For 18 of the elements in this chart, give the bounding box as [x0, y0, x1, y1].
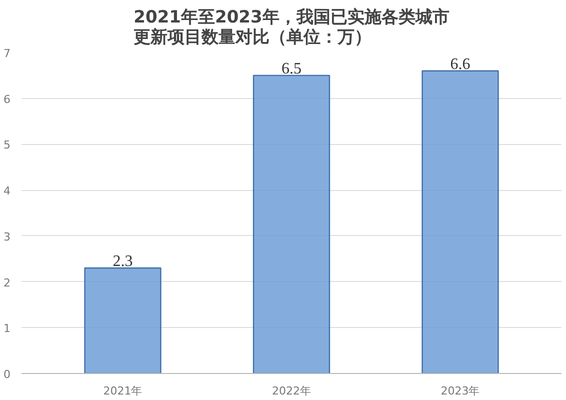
y-tick-label: 7: [4, 47, 10, 60]
data-label: 2.3: [112, 253, 133, 270]
bar: [422, 70, 499, 374]
y-tick-label: 6: [4, 92, 10, 106]
y-tick-label: 5: [4, 138, 10, 152]
y-tick-label: 4: [4, 184, 10, 198]
bar: [84, 267, 162, 374]
y-tick-label: 0: [4, 368, 10, 381]
data-label: 6.6: [450, 56, 470, 73]
x-tick-label: 2022年: [272, 384, 312, 398]
data-label: 6.5: [282, 60, 302, 78]
y-tick-label: 1: [4, 322, 10, 336]
x-tick-label: 2023年: [440, 384, 480, 398]
x-tick-label: 2021年: [103, 384, 142, 398]
bar: [252, 74, 330, 374]
y-tick-label: 3: [4, 230, 10, 244]
y-tick-label: 2: [4, 276, 10, 290]
chart-title: 2021年至2023年，我国已实施各类城市更新项目数量对比（单位：万）: [134, 8, 450, 48]
